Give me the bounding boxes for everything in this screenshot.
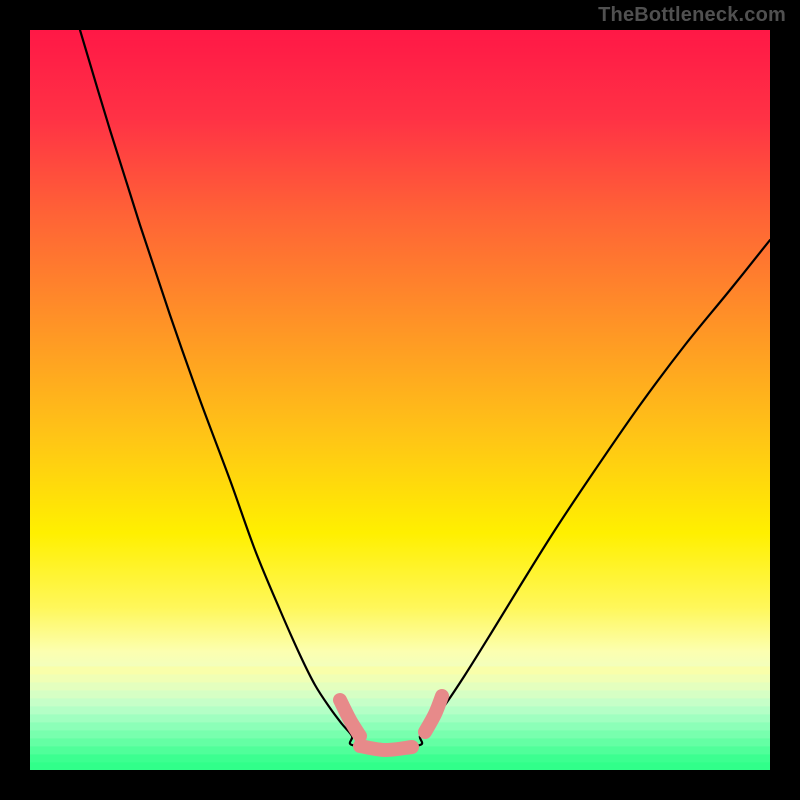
plot-area [30, 30, 770, 770]
highlight-markers [30, 30, 770, 770]
watermark-text: TheBottleneck.com [598, 4, 786, 27]
